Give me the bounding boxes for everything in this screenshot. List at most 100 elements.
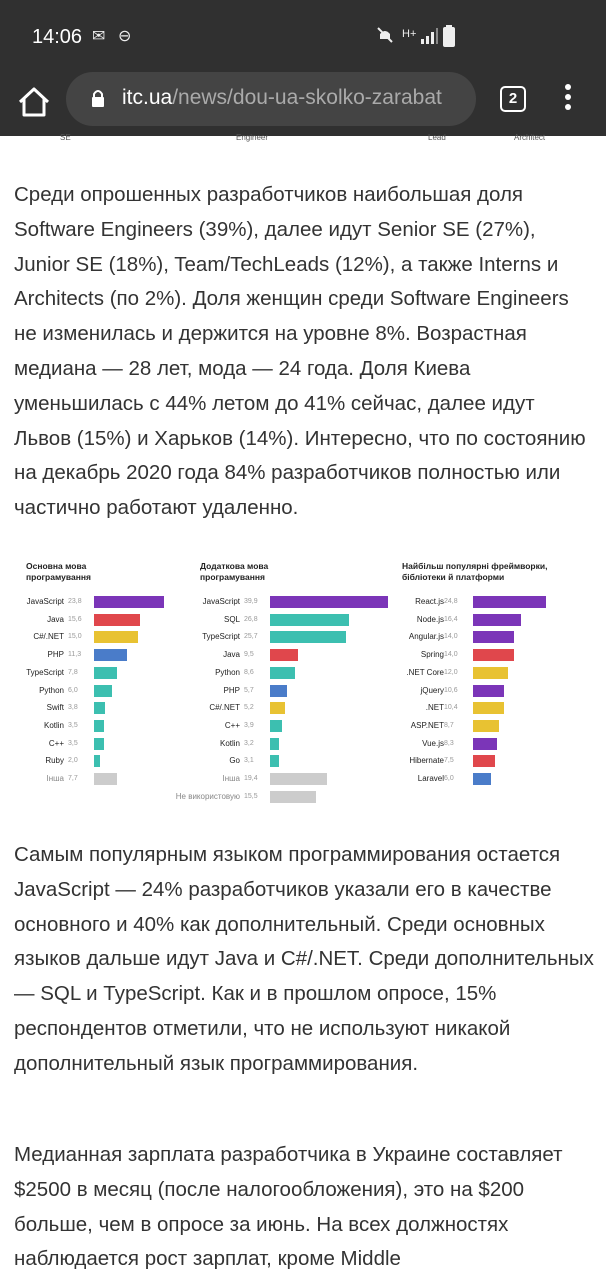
chart-category-label: Node.js (416, 614, 444, 624)
mute-icon (377, 27, 393, 43)
chart-category-label: JavaScript (202, 597, 240, 606)
tab-switcher-button[interactable]: 2 (500, 86, 526, 112)
article-paragraph: Самым популярным языком программирования… (14, 843, 594, 1075)
url-domain: itc.ua (122, 86, 173, 109)
home-icon[interactable] (16, 82, 52, 122)
cropped-label: Architect (514, 133, 546, 142)
chart-value-label: 10,6 (444, 686, 458, 694)
chart-bar (270, 631, 346, 644)
chart-category-label: C++ (224, 720, 240, 730)
address-bar[interactable]: itc.ua/news/dou-ua-skolko-zarabat (66, 72, 476, 126)
cropped-label: Lead (428, 133, 446, 142)
chart-value-label: 6,0 (68, 686, 78, 694)
chart-value-label: 8,6 (244, 668, 254, 676)
chart-category-label: TypeScript (26, 667, 64, 677)
gmail-icon: ✉ (92, 28, 106, 45)
url-path: /news/dou-ua-skolko-zarabat (172, 86, 442, 109)
chart-bar (473, 755, 495, 768)
chart-category-label: Hibernate (409, 756, 444, 766)
chart-value-label: 3,8 (68, 704, 78, 712)
chart-category-label: Kotlin (43, 720, 64, 730)
chart-category-label: ASP.NET (410, 720, 444, 730)
hplus-icon: H+ (402, 28, 417, 40)
chart-value-label: 15,0 (68, 633, 82, 641)
chart-bar (270, 613, 349, 626)
chart-category-label: JavaScript (26, 597, 64, 606)
chart-bar (270, 719, 282, 732)
chart-bar (473, 666, 508, 679)
chart-bar (473, 773, 491, 785)
chart-category-label: Angular.js (408, 632, 444, 642)
article-paragraph: Медианная зарплата разработчика в Украин… (14, 1143, 563, 1271)
chart-title: Додаткова мова програмування (200, 561, 269, 582)
chart-bar (94, 755, 100, 768)
chart-category-label: C++ (48, 738, 64, 748)
chart-bar (270, 702, 285, 715)
chart-bar (94, 649, 127, 662)
chart-value-label: 6,0 (444, 775, 454, 782)
chart-bar (94, 773, 117, 785)
chart-category-label: .NET (425, 703, 444, 713)
chart-bar (94, 684, 112, 697)
chart-category-label: Laravel (417, 774, 444, 783)
chart-category-label: Python (215, 667, 240, 677)
chart-bar (270, 773, 327, 785)
chart-value-label: 26,8 (244, 615, 258, 623)
chart-value-label: 9,5 (244, 651, 254, 659)
chart-bar (270, 790, 316, 803)
chart-value-label: 3,5 (68, 739, 78, 747)
url-text: itc.ua/news/dou-ua-skolko-zarabat (122, 86, 466, 110)
chart-value-label: 16,4 (444, 615, 458, 623)
chart-bar (473, 596, 546, 608)
chart-category-label: Swift (46, 703, 64, 713)
chart-category-label: Ruby (45, 756, 64, 766)
signal-icon (421, 28, 438, 44)
chart-value-label: 8,3 (444, 739, 454, 747)
chart-title: Основна мова програмування (26, 561, 91, 582)
language-charts: Основна мова програмування JavaScript 23,8… (0, 555, 606, 815)
chart-category-label: React.js (415, 597, 444, 606)
overflow-menu-icon[interactable] (558, 84, 578, 116)
chart-bar (473, 719, 499, 732)
chart-category-label: Python (39, 685, 64, 695)
chart-value-label: 3,1 (244, 757, 254, 765)
chart-bar (473, 702, 504, 715)
chart-value-label: 15,6 (68, 615, 82, 623)
chart-value-label: 7,8 (68, 668, 78, 676)
lock-icon (92, 90, 104, 107)
chart-value-label: 5,2 (244, 704, 254, 712)
chart-value-label: 24,8 (444, 598, 458, 605)
chart-bar (270, 649, 298, 662)
chart-bar (473, 684, 504, 697)
chart-bar (270, 684, 287, 697)
chart-value-label: 7,7 (68, 775, 78, 782)
chart-category-label: Spring (420, 650, 444, 660)
chart-category-label: C#/.NET (209, 703, 240, 713)
chart-bar (473, 737, 497, 750)
chart-category-label: PHP (223, 685, 240, 695)
chart-bar (94, 666, 117, 679)
cropped-chart-labels: SE Engineer Lead Architect (0, 133, 606, 143)
chart-bar (473, 613, 521, 626)
chart-category-label: Java (223, 650, 240, 660)
cropped-label: SE (60, 133, 71, 142)
chart-value-label: 19,4 (244, 775, 258, 782)
chart-value-label: 7,5 (444, 757, 454, 765)
chart-value-label: 15,5 (244, 792, 258, 800)
chart-bar (94, 737, 104, 750)
chart-category-label: Java (47, 614, 64, 624)
chart-bar (473, 631, 514, 644)
chart-bar (94, 631, 138, 644)
chart-category-label: Vue.js (422, 738, 444, 748)
chart-value-label: 10,4 (444, 704, 458, 712)
status-bar: 14:06 ✉ ⊖ H+ (0, 0, 606, 72)
chart-category-label: .NET Core (406, 667, 444, 677)
battery-icon (443, 25, 455, 47)
article-paragraph: Среди опрошенных разработчиков наибольша… (14, 183, 586, 520)
chart-value-label: 3,2 (244, 739, 254, 747)
chart-category-label: Kotlin (219, 738, 240, 748)
chart-value-label: 3,9 (244, 721, 254, 729)
chart-bar (270, 755, 279, 768)
chart-value-label: 23,8 (68, 598, 82, 605)
chart-value-label: 12,0 (444, 668, 458, 676)
